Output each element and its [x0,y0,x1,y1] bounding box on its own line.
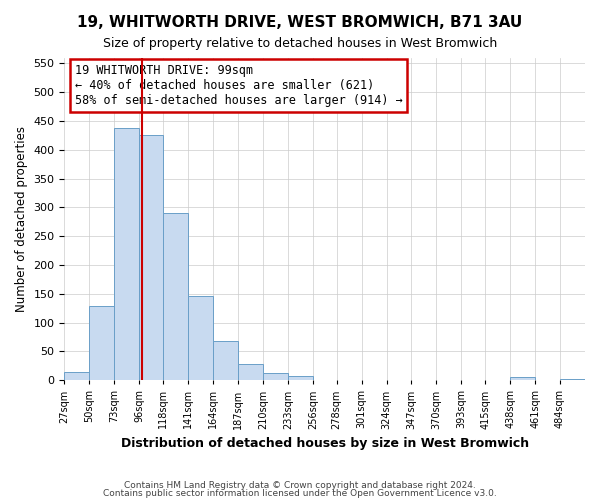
Bar [139,136,163,380]
Bar [213,341,238,380]
Text: Contains HM Land Registry data © Crown copyright and database right 2024.: Contains HM Land Registry data © Crown c… [124,480,476,490]
Bar [288,376,313,380]
Bar [238,364,263,380]
Text: 19 WHITWORTH DRIVE: 99sqm
← 40% of detached houses are smaller (621)
58% of semi: 19 WHITWORTH DRIVE: 99sqm ← 40% of detac… [75,64,403,107]
Bar [114,128,139,380]
Bar [64,372,89,380]
Bar [89,306,114,380]
Text: 19, WHITWORTH DRIVE, WEST BROMWICH, B71 3AU: 19, WHITWORTH DRIVE, WEST BROMWICH, B71 … [77,15,523,30]
Bar [188,296,213,380]
Text: Size of property relative to detached houses in West Bromwich: Size of property relative to detached ho… [103,38,497,51]
X-axis label: Distribution of detached houses by size in West Bromwich: Distribution of detached houses by size … [121,437,529,450]
Bar [263,373,288,380]
Bar [510,378,535,380]
Bar [163,213,188,380]
Bar [560,378,585,380]
Text: Contains public sector information licensed under the Open Government Licence v3: Contains public sector information licen… [103,489,497,498]
Y-axis label: Number of detached properties: Number of detached properties [15,126,28,312]
